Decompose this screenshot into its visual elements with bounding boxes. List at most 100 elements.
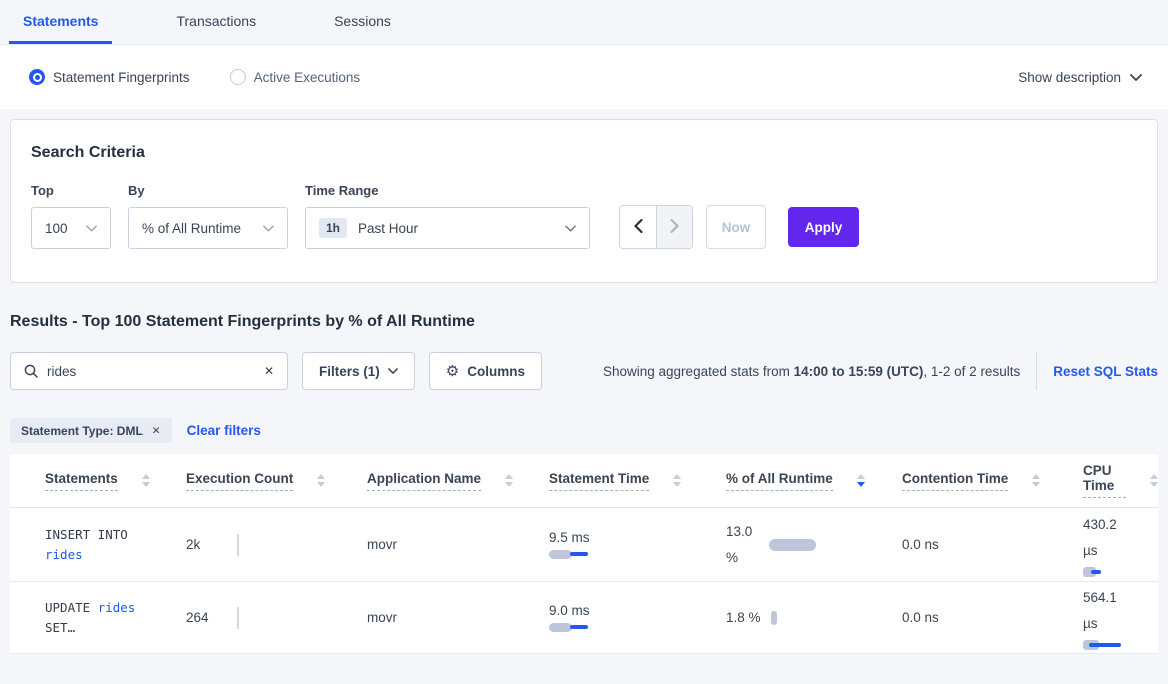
search-criteria-title: Search Criteria [31,144,145,161]
table-row[interactable]: INSERT INTO rides 2k movr 9.5 ms [10,508,1158,582]
previous-interval-button[interactable] [620,206,656,248]
tab-statements[interactable]: Statements [9,0,113,44]
cpu-time-cell: 564.1 µs [1083,582,1158,653]
tab-transactions[interactable]: Transactions [176,12,257,29]
chevron-left-icon [633,218,643,236]
top-label: Top [31,183,54,198]
statement-link[interactable]: rides [45,546,83,562]
execution-count-cell: 2k [186,508,367,581]
by-select[interactable]: % of All Runtime [128,207,288,249]
aggregated-stats-text: Showing aggregated stats from 14:00 to 1… [603,363,1021,379]
chevron-right-icon [670,218,679,236]
sort-icon [1150,474,1158,487]
sort-icon [673,474,682,487]
radio-selected-icon [29,69,45,85]
sort-icon [505,474,514,487]
stats-time-range: 14:00 to 15:59 (UTC) [793,363,924,379]
header-statements[interactable]: Statements [45,471,186,491]
sort-icon [141,474,150,487]
statement-time-bar [549,549,595,560]
chevron-down-icon [387,368,398,374]
runtime-percent-cell: 1.8 % [726,582,902,653]
chevron-down-icon [1130,73,1142,81]
table-body: INSERT INTO rides 2k movr 9.5 ms [10,508,1158,654]
contention-time-cell: 0.0 ns [902,610,939,625]
radio-label: Statement Fingerprints [53,69,190,85]
runtime-bar [769,538,816,551]
sort-icon [1032,474,1041,487]
filter-chip-row: Statement Type: DML ✕ Clear filters [10,418,1158,443]
filter-chip-statement-type[interactable]: Statement Type: DML ✕ [10,418,172,443]
statement-link[interactable]: rides [97,599,136,615]
clear-filters-link[interactable]: Clear filters [186,423,261,438]
time-nav-group [619,205,693,249]
radio-statement-fingerprints[interactable]: Statement Fingerprints [29,69,190,85]
time-range-value: Past Hour [358,220,419,236]
search-criteria-controls: Top 100 By % of All Runtime [31,183,1137,249]
table-header-row: Statements Execution Count Application N… [10,454,1158,508]
columns-button[interactable]: ⚙ Columns [428,352,542,390]
gear-icon: ⚙ [445,362,460,380]
cpu-time-cell: 430.2 µs [1083,508,1158,581]
search-box: ✕ [10,352,288,390]
header-contention-time[interactable]: Contention Time [902,471,1083,491]
header-cpu-time[interactable]: CPU Time [1083,463,1158,498]
columns-label: Columns [467,363,525,379]
statement-cell: INSERT INTO rides [45,508,186,581]
header-application-name[interactable]: Application Name [367,471,549,491]
remove-filter-icon[interactable]: ✕ [151,424,161,437]
time-range-label: Time Range [305,183,379,198]
runtime-percent-cell: 13.0% [726,508,902,581]
top-select[interactable]: 100 [31,207,111,249]
sort-icon [317,474,326,487]
header-percent-all-runtime[interactable]: % of All Runtime [726,471,902,491]
runtime-bar [770,610,777,625]
table-row[interactable]: UPDATE rides SET… 264 movr 9.0 ms [10,582,1158,654]
show-description-toggle[interactable]: Show description [1018,70,1142,85]
apply-button[interactable]: Apply [788,207,859,247]
now-button[interactable]: Now [706,205,766,249]
time-range-badge: 1h [319,218,348,238]
execution-count-cell: 264 [186,582,367,653]
statement-time-bar [549,622,595,633]
reset-sql-stats-link[interactable]: Reset SQL Stats [1053,363,1158,379]
divider [1036,352,1038,390]
chevron-down-icon [565,224,576,232]
filters-label: Filters (1) [319,363,380,379]
chevron-down-icon [263,224,274,232]
time-range-select[interactable]: 1h Past Hour [305,207,590,249]
execution-count-bar [237,606,239,629]
search-criteria-card: Search Criteria Top 100 By % of All Runt… [10,119,1158,283]
statements-table: Statements Execution Count Application N… [10,454,1158,654]
chevron-down-icon [86,224,97,232]
radio-label: Active Executions [253,69,361,85]
view-toggle-bar: Statement Fingerprints Active Executions… [0,45,1168,109]
filter-chip-label: Statement Type: DML [21,423,143,438]
search-icon [24,364,38,378]
by-value: % of All Runtime [142,220,242,236]
next-interval-button[interactable] [656,206,692,248]
cpu-time-bar [1083,640,1127,650]
header-execution-count[interactable]: Execution Count [186,471,367,491]
header-statement-time[interactable]: Statement Time [549,471,726,491]
results-heading: Results - Top 100 Statement Fingerprints… [10,313,475,330]
by-label: By [128,183,145,198]
top-tab-bar: Statements Transactions Sessions [0,0,1168,45]
time-range-field: Time Range 1h Past Hour [305,183,590,249]
application-name-cell: movr [367,610,397,625]
show-description-label: Show description [1018,69,1121,85]
radio-active-executions[interactable]: Active Executions [229,69,361,85]
contention-time-cell: 0.0 ns [902,537,939,552]
tab-sessions[interactable]: Sessions [334,12,391,29]
results-controls-row: ✕ Filters (1) ⚙ Columns Showing aggregat… [10,352,1158,390]
by-field: By % of All Runtime [128,183,288,249]
execution-count-bar [237,533,239,556]
statement-time-cell: 9.5 ms [549,508,726,581]
search-input[interactable] [47,363,264,379]
statement-cell: UPDATE rides SET… [45,599,136,635]
filters-button[interactable]: Filters (1) [302,352,415,390]
cpu-time-bar [1083,567,1127,577]
statement-time-cell: 9.0 ms [549,582,726,653]
clear-search-icon[interactable]: ✕ [263,364,274,378]
